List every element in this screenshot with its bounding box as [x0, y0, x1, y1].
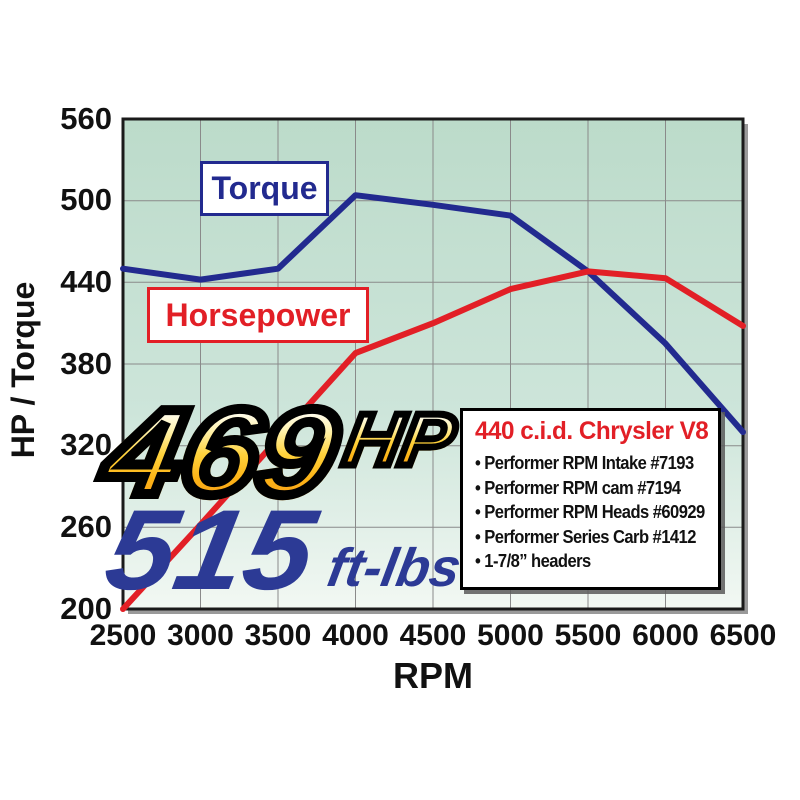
svg-text:4000: 4000	[322, 619, 389, 652]
svg-text:3000: 3000	[167, 619, 234, 652]
svg-text:3500: 3500	[245, 619, 312, 652]
svg-text:560: 560	[60, 101, 112, 136]
svg-text:RPM: RPM	[393, 655, 473, 696]
svg-text:6500: 6500	[710, 619, 777, 652]
svg-text:380: 380	[60, 346, 112, 381]
svg-text:4500: 4500	[400, 619, 467, 652]
svg-text:HP / Torque: HP / Torque	[5, 282, 41, 459]
svg-text:500: 500	[60, 182, 112, 217]
svg-text:6000: 6000	[632, 619, 699, 652]
svg-text:5500: 5500	[555, 619, 622, 652]
svg-text:320: 320	[60, 427, 112, 462]
svg-text:440: 440	[60, 264, 112, 299]
svg-text:2500: 2500	[90, 619, 157, 652]
svg-text:5000: 5000	[477, 619, 544, 652]
